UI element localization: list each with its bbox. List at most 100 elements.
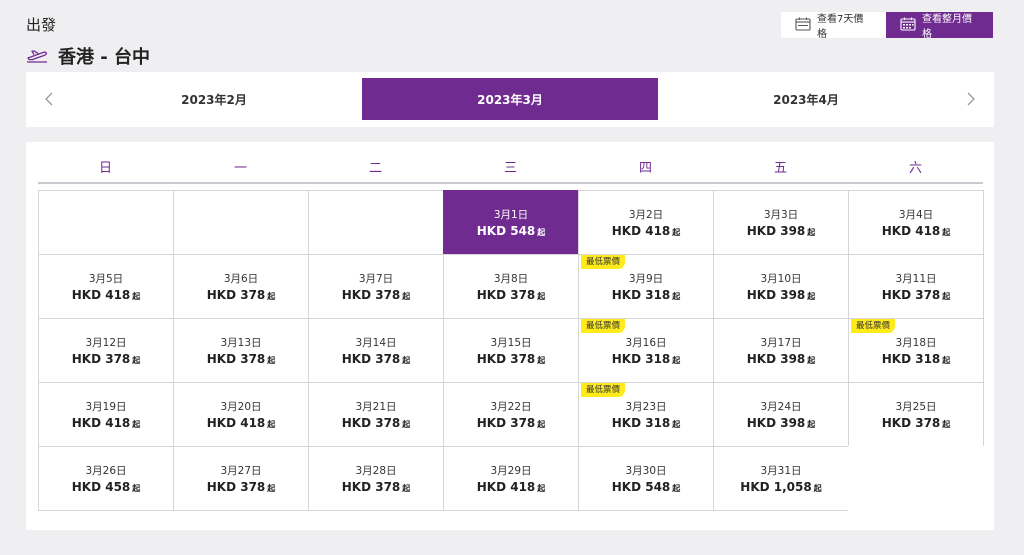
day-date: 3月17日: [760, 337, 802, 349]
calendar-day[interactable]: 3月13日 HKD 378 起: [173, 318, 309, 383]
day-price-row: HKD 398 起: [747, 352, 816, 366]
day-price: HKD 318: [611, 288, 671, 302]
calendar-empty-cell: [308, 190, 444, 255]
day-price-row: HKD 1,058 起: [740, 480, 821, 494]
calendar-day[interactable]: 3月26日 HKD 458 起: [38, 446, 174, 511]
day-date: 3月15日: [490, 337, 532, 349]
day-price-row: HKD 378 起: [882, 288, 951, 302]
weekday-thu: 四: [638, 161, 652, 176]
day-price: HKD 418: [611, 224, 671, 238]
day-price-row: HKD 418 起: [72, 416, 141, 430]
from-suffix: 起: [672, 292, 681, 301]
calendar-day[interactable]: 3月10日 HKD 398 起: [713, 254, 849, 319]
from-suffix: 起: [942, 420, 951, 429]
day-date: 3月30日: [625, 465, 667, 477]
day-price: HKD 398: [746, 352, 806, 366]
calendar-day[interactable]: 3月19日 HKD 418 起: [38, 382, 174, 447]
calendar-day[interactable]: 3月8日 HKD 378 起: [443, 254, 579, 319]
from-suffix: 起: [942, 292, 951, 301]
view-month-button[interactable]: 查看整月價格: [886, 12, 993, 40]
day-price: HKD 378: [881, 416, 941, 430]
calendar-day[interactable]: 3月7日 HKD 378 起: [308, 254, 444, 319]
tab-next-month[interactable]: 2023年4月: [773, 92, 839, 107]
calendar-day[interactable]: 最低票價 3月9日 HKD 318 起: [578, 254, 714, 319]
day-price: HKD 418: [71, 416, 131, 430]
day-price-row: HKD 318 起: [612, 352, 681, 366]
calendar-day[interactable]: 最低票價 3月16日 HKD 318 起: [578, 318, 714, 383]
calendar-day[interactable]: 3月12日 HKD 378 起: [38, 318, 174, 383]
prev-month-arrow[interactable]: [41, 90, 59, 108]
calendar-day[interactable]: 3月15日 HKD 378 起: [443, 318, 579, 383]
calendar-day[interactable]: 3月2日 HKD 418 起: [578, 190, 714, 255]
day-price: HKD 418: [71, 288, 131, 302]
day-price-row: HKD 398 起: [747, 224, 816, 238]
calendar-day[interactable]: 3月29日 HKD 418 起: [443, 446, 579, 511]
from-suffix: 起: [813, 484, 822, 493]
plane-takeoff-icon: [26, 49, 48, 63]
view-7-days-button[interactable]: 查看7天價格: [781, 12, 886, 40]
day-date: 3月5日: [88, 273, 124, 285]
price-calendar: 日 一 二 三 四 五 六 3月1日 HKD 548 起 3月2日 HKD 418 起 3月…: [26, 142, 994, 530]
calendar-day[interactable]: 3月25日 HKD 378 起: [848, 382, 984, 447]
day-price-row: HKD 378 起: [477, 288, 546, 302]
day-price-row: HKD 378 起: [342, 352, 411, 366]
calendar-day[interactable]: 3月31日 HKD 1,058 起: [713, 446, 849, 511]
from-suffix: 起: [132, 420, 141, 429]
calendar-day[interactable]: 3月22日 HKD 378 起: [443, 382, 579, 447]
next-month-arrow[interactable]: [961, 90, 979, 108]
day-price-row: HKD 318 起: [612, 288, 681, 302]
day-price-row: HKD 548 起: [477, 224, 546, 238]
calendar-day[interactable]: 3月14日 HKD 378 起: [308, 318, 444, 383]
day-price: HKD 378: [71, 352, 131, 366]
weekday-wed: 三: [503, 161, 517, 176]
calendar-day[interactable]: 3月17日 HKD 398 起: [713, 318, 849, 383]
day-date: 3月1日: [493, 209, 529, 221]
from-suffix: 起: [402, 484, 411, 493]
calendar-day[interactable]: 3月24日 HKD 398 起: [713, 382, 849, 447]
from-suffix: 起: [942, 228, 951, 237]
weekday-fri: 五: [773, 161, 787, 176]
tab-prev-month[interactable]: 2023年2月: [181, 92, 247, 107]
calendar-day[interactable]: 最低票價 3月18日 HKD 318 起: [848, 318, 984, 383]
day-price: HKD 378: [206, 288, 266, 302]
calendar-day-selected[interactable]: 3月1日 HKD 548 起: [443, 190, 579, 255]
from-suffix: 起: [942, 356, 951, 365]
day-price-row: HKD 398 起: [747, 416, 816, 430]
calendar-day[interactable]: 3月5日 HKD 418 起: [38, 254, 174, 319]
from-suffix: 起: [807, 228, 816, 237]
from-suffix: 起: [672, 420, 681, 429]
calendar-month-icon: [900, 17, 916, 34]
calendar-day[interactable]: 3月28日 HKD 378 起: [308, 446, 444, 511]
calendar-day[interactable]: 3月21日 HKD 378 起: [308, 382, 444, 447]
day-date: 3月27日: [220, 465, 262, 477]
lowest-fare-badge: 最低票價: [851, 319, 896, 333]
calendar-day[interactable]: 3月20日 HKD 418 起: [173, 382, 309, 447]
calendar-day[interactable]: 最低票價 3月23日 HKD 318 起: [578, 382, 714, 447]
calendar-day[interactable]: 3月30日 HKD 548 起: [578, 446, 714, 511]
from-suffix: 起: [402, 420, 411, 429]
from-suffix: 起: [537, 420, 546, 429]
calendar-day[interactable]: 3月3日 HKD 398 起: [713, 190, 849, 255]
calendar-day[interactable]: 3月11日 HKD 378 起: [848, 254, 984, 319]
calendar-day[interactable]: 3月4日 HKD 418 起: [848, 190, 984, 255]
weekday-mon: 一: [233, 161, 247, 176]
calendar-day[interactable]: 3月27日 HKD 378 起: [173, 446, 309, 511]
day-price-row: HKD 378 起: [342, 288, 411, 302]
day-price-row: HKD 318 起: [882, 352, 951, 366]
from-suffix: 起: [672, 356, 681, 365]
day-price-row: HKD 378 起: [342, 416, 411, 430]
day-price-row: HKD 378 起: [477, 352, 546, 366]
tab-current-month[interactable]: 2023年3月: [362, 78, 658, 120]
day-price: HKD 418: [476, 480, 536, 494]
from-suffix: 起: [672, 228, 681, 237]
day-price: HKD 318: [611, 352, 671, 366]
day-date: 3月28日: [355, 465, 397, 477]
calendar-empty-cell: [848, 446, 984, 511]
day-date: 3月23日: [625, 401, 667, 413]
day-date: 3月11日: [895, 273, 937, 285]
day-price: HKD 378: [206, 352, 266, 366]
from-suffix: 起: [672, 484, 681, 493]
day-date: 3月2日: [628, 209, 664, 221]
day-price: HKD 398: [746, 416, 806, 430]
calendar-day[interactable]: 3月6日 HKD 378 起: [173, 254, 309, 319]
